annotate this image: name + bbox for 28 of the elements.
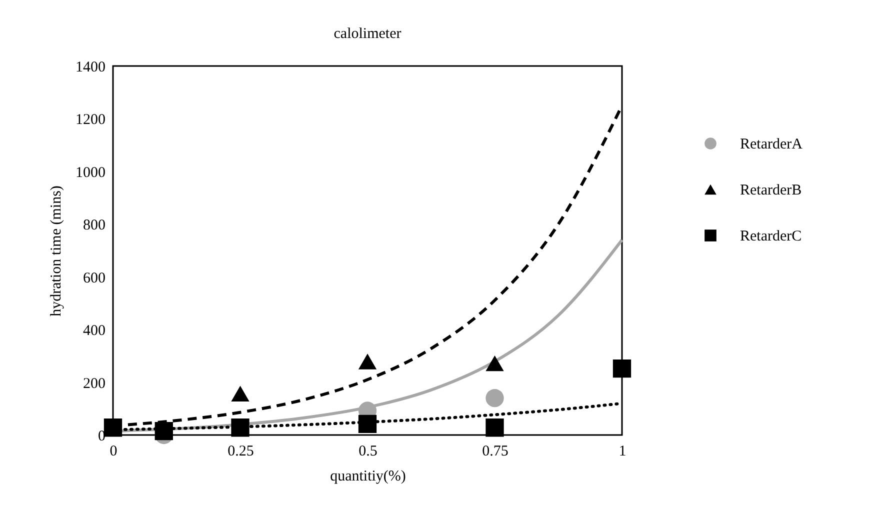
y-tick-label: 1000 [76,164,106,181]
point [486,355,504,372]
point [612,359,632,378]
point [358,354,377,370]
point [104,418,122,437]
y-tick-label: 400 [83,323,106,340]
x-tick-label: 0 [110,444,118,460]
point [154,422,173,440]
y-axis-title: hydration time (mins) [48,186,64,316]
legend-label: RetarderC [740,228,802,244]
point [231,386,250,402]
point [358,414,377,434]
point [486,418,504,437]
point [231,418,250,437]
y-tick-label: 200 [83,376,106,392]
legend-label: RetarderA [740,136,803,152]
y-tick-label: 600 [83,270,106,286]
x-tick-label: 0.75 [482,444,508,460]
x-axis-title: quantitiy(%) [330,468,406,484]
x-tick-label: 1 [618,444,626,460]
x-tick-label: 0.25 [228,444,254,460]
y-tick-label: 1400 [76,60,106,76]
y-tick-label: 1200 [76,112,106,128]
chart-title: calolimeter [334,26,402,42]
point [486,389,504,408]
x-tick-label: 0.5 [358,444,378,460]
y-tick-label: 800 [83,218,106,234]
legend-label: RetarderB [740,182,802,198]
